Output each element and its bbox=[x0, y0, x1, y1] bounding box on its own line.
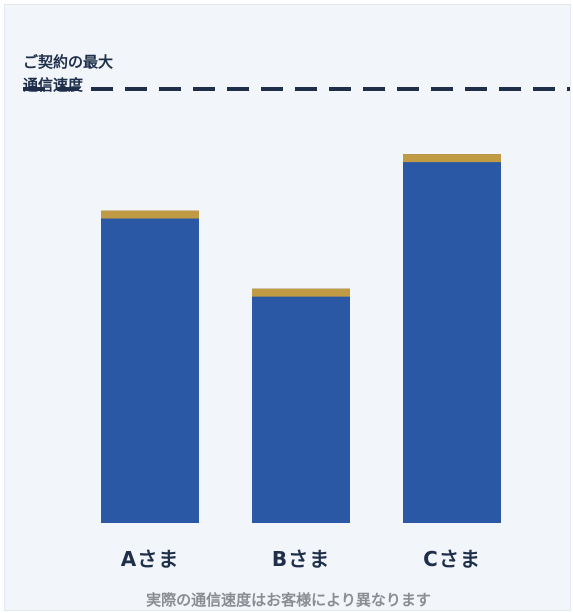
category-label-a: Aさま bbox=[120, 547, 180, 571]
bar-a bbox=[101, 210, 199, 523]
bar-cap-a bbox=[101, 210, 199, 219]
max-speed-label-line-1: ご契約の最大 bbox=[23, 53, 114, 71]
max-speed-label: ご契約の最大 通信速度 bbox=[23, 51, 113, 97]
chart-plot bbox=[23, 87, 570, 523]
max-speed-label-line-2: 通信速度 bbox=[23, 76, 84, 94]
bar-c bbox=[403, 154, 501, 523]
category-label-c: Cさま bbox=[423, 547, 481, 571]
bar-cap-c bbox=[403, 154, 501, 163]
bar-b bbox=[252, 288, 350, 523]
bar-cap-b bbox=[252, 288, 350, 297]
chart-caption: 実際の通信速度はお客様により異なります bbox=[146, 591, 431, 609]
chart-panel: ご契約の最大 通信速度 Aさま Bさま Cさま 実際の通信速度はお客様により異な… bbox=[4, 4, 571, 611]
category-label-b: Bさま bbox=[271, 547, 331, 571]
